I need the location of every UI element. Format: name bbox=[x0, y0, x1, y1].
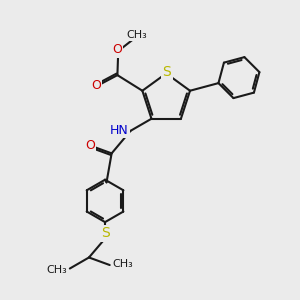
Text: S: S bbox=[162, 65, 171, 79]
Text: CH₃: CH₃ bbox=[46, 265, 67, 275]
Text: O: O bbox=[91, 79, 101, 92]
Text: CH₃: CH₃ bbox=[126, 30, 147, 40]
Text: HN: HN bbox=[110, 124, 129, 137]
Text: CH₃: CH₃ bbox=[113, 260, 134, 269]
Text: O: O bbox=[112, 43, 122, 56]
Text: O: O bbox=[85, 139, 95, 152]
Text: S: S bbox=[101, 226, 110, 240]
